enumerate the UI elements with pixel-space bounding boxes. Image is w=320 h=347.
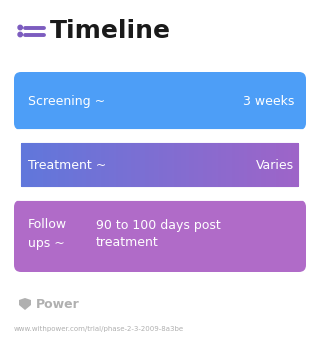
Text: www.withpower.com/trial/phase-2-3-2009-8a3be: www.withpower.com/trial/phase-2-3-2009-8… — [14, 326, 184, 332]
Circle shape — [18, 32, 22, 37]
Text: Screening ~: Screening ~ — [28, 94, 105, 108]
FancyBboxPatch shape — [14, 200, 306, 272]
Polygon shape — [19, 298, 31, 310]
Circle shape — [18, 25, 22, 30]
Text: Power: Power — [36, 297, 80, 311]
Text: Follow
ups ~: Follow ups ~ — [28, 219, 67, 249]
Text: Varies: Varies — [256, 159, 294, 171]
FancyBboxPatch shape — [14, 72, 306, 130]
Text: 90 to 100 days post
treatment: 90 to 100 days post treatment — [96, 219, 221, 249]
Text: Treatment ~: Treatment ~ — [28, 159, 106, 171]
Text: 3 weeks: 3 weeks — [243, 94, 294, 108]
Text: Timeline: Timeline — [50, 19, 171, 43]
